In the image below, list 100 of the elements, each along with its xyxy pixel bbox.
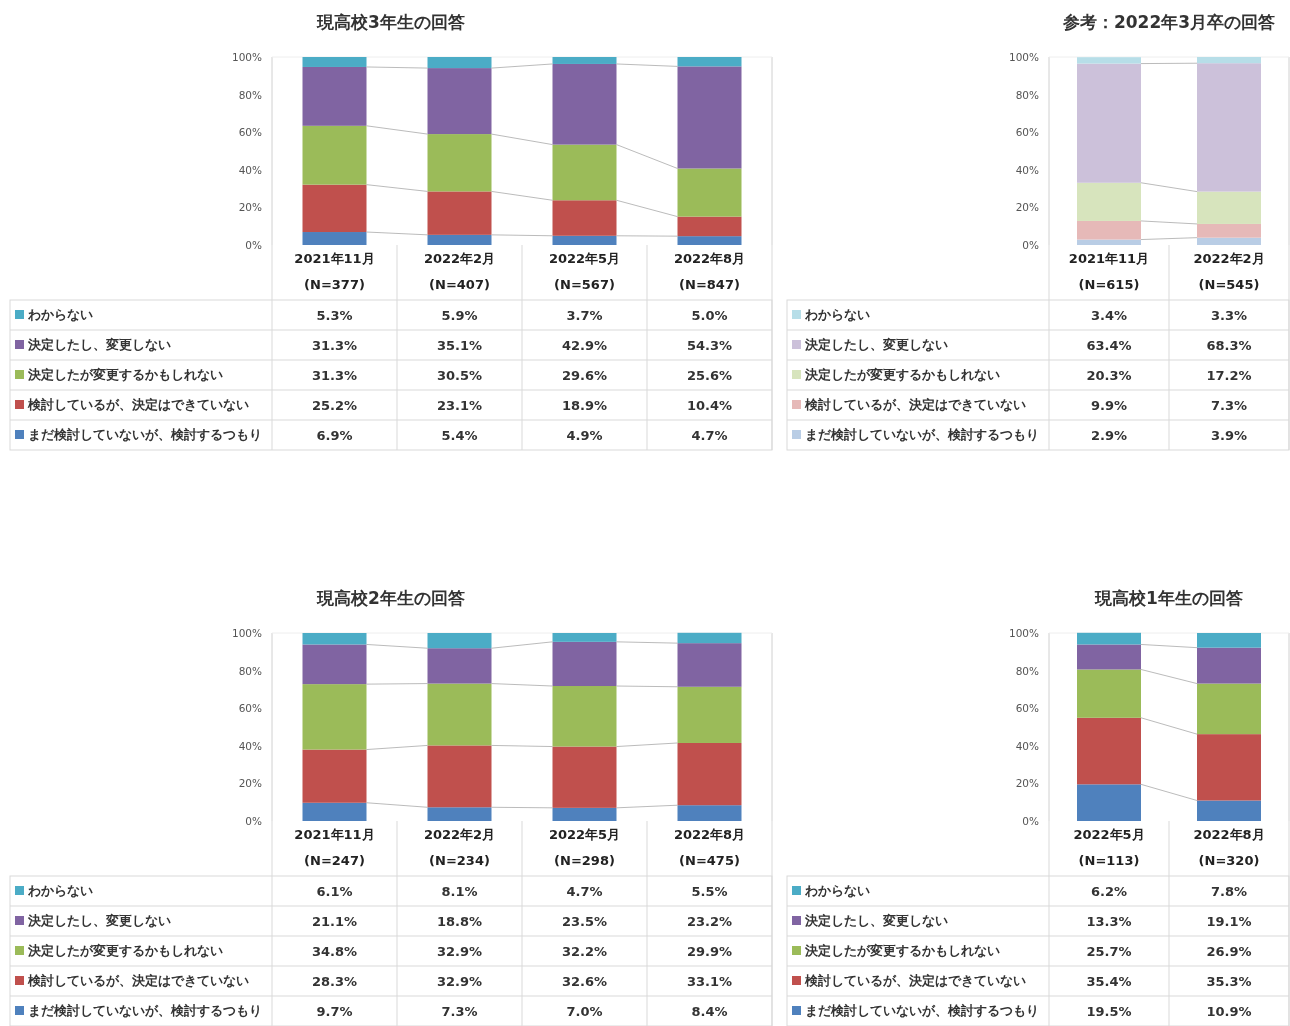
legend-label: まだ検討していないが、検討するつもり xyxy=(28,1003,262,1018)
data-label: 18.8% xyxy=(436,914,483,929)
x-tick-label: 2022年2月 (N=545) xyxy=(1193,251,1265,292)
legend-label: 検討しているが、決定はできていない xyxy=(804,397,1026,412)
legend-label: わからない xyxy=(804,883,870,898)
y-tick-label: 40% xyxy=(1015,739,1040,752)
data-label: 26.9% xyxy=(1206,944,1252,959)
y-tick-label: 80% xyxy=(238,88,263,101)
legend-label: まだ検討していないが、検討するつもり xyxy=(805,1003,1039,1018)
data-label: 23.2% xyxy=(686,914,733,929)
data-label: 3.7% xyxy=(566,308,603,323)
data-label: 5.5% xyxy=(691,884,728,899)
data-label: 9.7% xyxy=(316,1004,353,1019)
data-label: 20.3% xyxy=(1086,368,1132,383)
x-tick-label: 2021年11月 (N=247) xyxy=(294,827,375,868)
chart-title: 参考：2022年3月卒の回答 xyxy=(1061,12,1276,32)
y-tick-label: 100% xyxy=(1008,627,1040,639)
y-tick-label: 40% xyxy=(1015,163,1040,176)
data-label: 7.8% xyxy=(1210,884,1248,899)
data-label: 28.3% xyxy=(311,974,358,989)
y-tick-label: 80% xyxy=(1015,88,1040,101)
x-tick-label: 2022年8月 (N=847) xyxy=(673,251,746,292)
data-label: 4.7% xyxy=(566,884,603,899)
data-label: 31.3% xyxy=(311,368,358,383)
x-tick-label: 2022年8月 (N=475) xyxy=(673,827,746,868)
chart-title: 現高校2年生の回答 xyxy=(316,588,465,608)
data-label: 7.0% xyxy=(566,1004,603,1019)
legend-label: 決定したし、変更しない xyxy=(27,337,171,352)
x-tick-label: 2022年5月 (N=298) xyxy=(548,827,621,868)
data-label: 32.2% xyxy=(561,944,608,959)
legend-label: 決定したし、変更しない xyxy=(804,913,948,928)
data-label: 9.9% xyxy=(1090,398,1128,413)
legend-label: 決定したが変更するかもしれない xyxy=(27,367,223,382)
data-label: 32.9% xyxy=(436,944,483,959)
legend-label: 決定したが変更するかもしれない xyxy=(804,943,1000,958)
data-label: 17.2% xyxy=(1206,368,1252,383)
data-label: 4.7% xyxy=(691,428,728,443)
legend-label: わからない xyxy=(804,307,870,322)
y-tick-label: 100% xyxy=(1008,51,1040,63)
data-label: 10.9% xyxy=(1206,1004,1252,1019)
data-label: 32.9% xyxy=(436,974,483,989)
data-label: 3.4% xyxy=(1090,308,1128,323)
data-label: 63.4% xyxy=(1086,338,1132,353)
x-tick-label: 2022年5月 (N=113) xyxy=(1073,827,1145,868)
y-tick-label: 20% xyxy=(1015,777,1040,790)
data-label: 7.3% xyxy=(441,1004,478,1019)
data-label: 8.4% xyxy=(691,1004,728,1019)
data-label: 54.3% xyxy=(686,338,733,353)
data-label: 35.3% xyxy=(1206,974,1252,989)
y-tick-label: 80% xyxy=(238,664,263,677)
legend-label: まだ検討していないが、検討するつもり xyxy=(805,427,1039,442)
legend-label: わからない xyxy=(27,307,93,322)
data-label: 25.7% xyxy=(1086,944,1132,959)
y-tick-label: 80% xyxy=(1015,664,1040,677)
y-tick-label: 0% xyxy=(245,239,263,251)
data-label: 3.9% xyxy=(1210,428,1248,443)
y-tick-label: 40% xyxy=(238,739,263,752)
data-label: 3.3% xyxy=(1210,308,1248,323)
y-tick-label: 40% xyxy=(238,163,263,176)
x-tick-label: 2021年11月 (N=377) xyxy=(294,251,375,292)
data-label: 29.6% xyxy=(561,368,608,383)
y-tick-label: 0% xyxy=(1022,815,1040,827)
data-label: 5.4% xyxy=(441,428,478,443)
x-tick-label: 2022年8月 (N=320) xyxy=(1193,827,1265,868)
data-label: 6.1% xyxy=(316,884,353,899)
y-tick-label: 0% xyxy=(245,815,263,827)
legend-label: 検討しているが、決定はできていない xyxy=(27,973,249,988)
data-label: 35.4% xyxy=(1086,974,1132,989)
data-label: 25.6% xyxy=(686,368,733,383)
y-tick-label: 60% xyxy=(1015,702,1040,715)
data-label: 5.3% xyxy=(316,308,353,323)
legend-label: 決定したが変更するかもしれない xyxy=(27,943,223,958)
data-label: 7.3% xyxy=(1210,398,1248,413)
data-label: 19.1% xyxy=(1206,914,1252,929)
y-tick-label: 20% xyxy=(1015,201,1040,214)
data-label: 2.9% xyxy=(1090,428,1128,443)
data-label: 34.8% xyxy=(311,944,358,959)
x-tick-label: 2022年5月 (N=567) xyxy=(548,251,621,292)
data-label: 10.4% xyxy=(686,398,733,413)
x-tick-label: 2022年2月 (N=234) xyxy=(423,827,496,868)
legend-label: 決定したし、変更しない xyxy=(27,913,171,928)
data-label: 8.1% xyxy=(441,884,478,899)
y-tick-label: 100% xyxy=(231,51,263,63)
x-tick-label: 2021年11月 (N=615) xyxy=(1068,251,1150,292)
data-label: 5.0% xyxy=(691,308,728,323)
data-label: 30.5% xyxy=(436,368,483,383)
data-label: 31.3% xyxy=(311,338,358,353)
data-label: 13.3% xyxy=(1086,914,1132,929)
y-tick-label: 60% xyxy=(238,702,263,715)
data-label: 18.9% xyxy=(561,398,608,413)
chart-title: 現高校3年生の回答 xyxy=(316,12,465,32)
data-label: 5.9% xyxy=(441,308,478,323)
x-tick-label: 2022年2月 (N=407) xyxy=(423,251,496,292)
data-label: 23.1% xyxy=(436,398,483,413)
chart-title: 現高校1年生の回答 xyxy=(1094,588,1243,608)
data-label: 23.5% xyxy=(561,914,608,929)
data-label: 6.2% xyxy=(1090,884,1128,899)
y-tick-label: 60% xyxy=(238,126,263,139)
legend-label: 決定したし、変更しない xyxy=(804,337,948,352)
y-tick-label: 60% xyxy=(1015,126,1040,139)
